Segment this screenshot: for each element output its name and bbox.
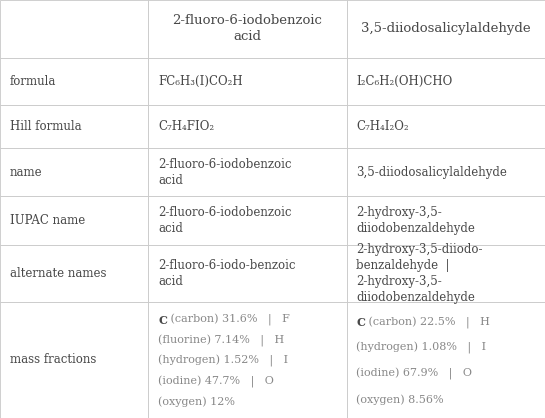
- Bar: [0, 0, 148, 58]
- Text: (hydrogen) 1.52%   |   I: (hydrogen) 1.52% | I: [158, 355, 288, 367]
- Bar: [347, 105, 545, 148]
- Bar: [0, 245, 148, 302]
- Text: 2-hydroxy-3,5-
diiodobenzaldehyde: 2-hydroxy-3,5- diiodobenzaldehyde: [356, 206, 475, 235]
- Bar: [347, 148, 545, 196]
- Text: (oxygen) 8.56%: (oxygen) 8.56%: [356, 394, 444, 405]
- Text: name: name: [10, 166, 43, 179]
- Bar: [0, 302, 148, 418]
- Bar: [148, 245, 347, 302]
- Bar: [347, 302, 545, 418]
- Text: 2-fluoro-6-iodobenzoic
acid: 2-fluoro-6-iodobenzoic acid: [158, 158, 292, 187]
- Bar: [148, 0, 347, 58]
- Bar: [347, 58, 545, 105]
- Text: formula: formula: [10, 75, 56, 88]
- Text: 2-fluoro-6-iodobenzoic
acid: 2-fluoro-6-iodobenzoic acid: [172, 14, 323, 43]
- Text: (iodine) 47.7%   |   O: (iodine) 47.7% | O: [158, 375, 274, 387]
- Text: I₂C₆H₂(OH)CHO: I₂C₆H₂(OH)CHO: [356, 75, 453, 88]
- Text: (oxygen) 12%: (oxygen) 12%: [158, 397, 235, 407]
- Bar: [148, 302, 347, 418]
- Bar: [148, 196, 347, 245]
- Bar: [347, 245, 545, 302]
- Text: (hydrogen) 1.08%   |   I: (hydrogen) 1.08% | I: [356, 342, 487, 354]
- Text: C₇H₄FIO₂: C₇H₄FIO₂: [158, 120, 214, 133]
- Text: mass fractions: mass fractions: [10, 353, 96, 367]
- Bar: [0, 105, 148, 148]
- Text: (iodine) 67.9%   |   O: (iodine) 67.9% | O: [356, 368, 473, 380]
- Text: C₇H₄I₂O₂: C₇H₄I₂O₂: [356, 120, 409, 133]
- Text: (carbon) 31.6%   |   F: (carbon) 31.6% | F: [167, 314, 289, 326]
- Text: 3,5-diiodosalicylaldehyde: 3,5-diiodosalicylaldehyde: [356, 166, 507, 179]
- Text: Hill formula: Hill formula: [10, 120, 81, 133]
- Bar: [0, 196, 148, 245]
- Text: 2-fluoro-6-iodobenzoic
acid: 2-fluoro-6-iodobenzoic acid: [158, 206, 292, 235]
- Text: IUPAC name: IUPAC name: [10, 214, 85, 227]
- Bar: [0, 148, 148, 196]
- Text: C: C: [356, 317, 365, 328]
- Bar: [347, 196, 545, 245]
- Bar: [0, 58, 148, 105]
- Bar: [347, 0, 545, 58]
- Bar: [148, 148, 347, 196]
- Bar: [148, 105, 347, 148]
- Text: alternate names: alternate names: [10, 267, 106, 280]
- Bar: [148, 58, 347, 105]
- Text: (carbon) 22.5%   |   H: (carbon) 22.5% | H: [365, 317, 490, 329]
- Text: 2-hydroxy-3,5-diiodo-
benzaldehyde  |
2-hydroxy-3,5-
diiodobenzaldehyde: 2-hydroxy-3,5-diiodo- benzaldehyde | 2-h…: [356, 243, 483, 303]
- Text: (fluorine) 7.14%   |   H: (fluorine) 7.14% | H: [158, 334, 284, 347]
- Text: 3,5-diiodosalicylaldehyde: 3,5-diiodosalicylaldehyde: [361, 22, 531, 36]
- Text: FC₆H₃(I)CO₂H: FC₆H₃(I)CO₂H: [158, 75, 243, 88]
- Text: 2-fluoro-6-iodo-benzoic
acid: 2-fluoro-6-iodo-benzoic acid: [158, 259, 295, 288]
- Text: C: C: [158, 315, 167, 326]
